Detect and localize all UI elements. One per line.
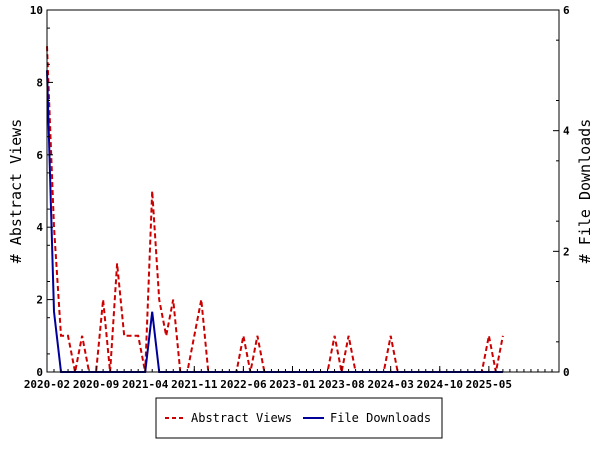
- legend-label-abstract-views: Abstract Views: [191, 411, 292, 425]
- y-left-tick-label: 0: [36, 366, 43, 379]
- y-axis-left-title: # Abstract Views: [7, 119, 25, 264]
- x-tick-label: 2023-01: [269, 378, 316, 391]
- x-tick-label: 2020-09: [73, 378, 119, 391]
- legend-label-file-downloads: File Downloads: [330, 411, 431, 425]
- y-left-tick-label: 6: [36, 149, 43, 162]
- x-tick-label: 2024-10: [417, 378, 463, 391]
- y-left-tick-label: 2: [36, 294, 43, 307]
- y-right-tick-label: 2: [563, 245, 570, 258]
- series-line-file-downloads: [46, 70, 503, 373]
- y-right-tick-label: 4: [563, 125, 570, 138]
- x-tick-label: 2020-02: [24, 378, 70, 391]
- y-left-tick-label: 4: [36, 221, 43, 234]
- y-right-tick-label: 6: [563, 4, 570, 17]
- plot-area-frame: [46, 9, 560, 373]
- series-layer: [46, 46, 504, 373]
- legend: Abstract Views File Downloads: [155, 397, 443, 439]
- y-left-tick-label: 10: [30, 4, 43, 17]
- series-line-abstract-views: [46, 46, 504, 373]
- legend-box: [155, 397, 443, 439]
- y-axis-left: 0 2 4 6 8 10: [30, 4, 53, 379]
- x-tick-label: 2021-11: [171, 378, 218, 391]
- x-tick-label: 2025-05: [466, 378, 512, 391]
- x-axis: 2020-02 2020-09 2021-04 2021-11 2022-06 2023-…: [24, 366, 560, 391]
- x-tick-label: 2021-04: [122, 378, 169, 391]
- y-axis-right: 0 2 4 6: [553, 4, 570, 379]
- y-left-tick-label: 8: [36, 76, 43, 89]
- x-tick-label: 2023-08: [318, 378, 364, 391]
- y-right-tick-label: 0: [563, 366, 570, 379]
- y-axis-right-title: # File Downloads: [576, 119, 594, 264]
- x-tick-label: 2024-03: [367, 378, 413, 391]
- x-tick-label: 2022-06: [220, 378, 267, 391]
